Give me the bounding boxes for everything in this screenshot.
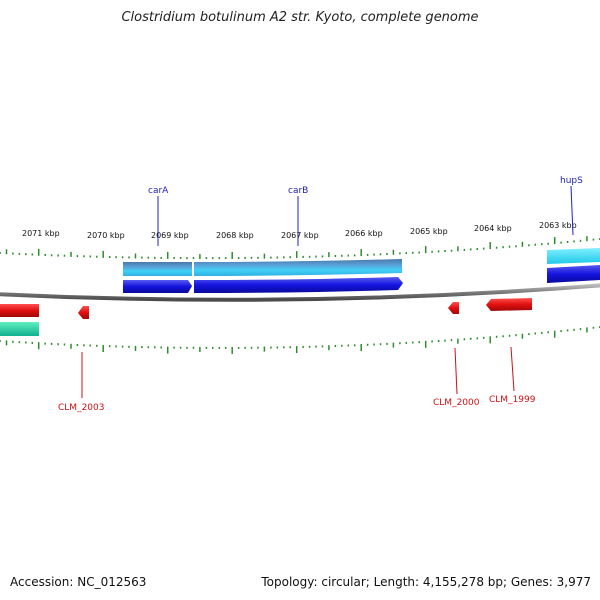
gene-feature-reverse bbox=[0, 304, 39, 317]
gene-feature-CLM_2003 bbox=[78, 306, 89, 319]
tick-label: 2067 kbp bbox=[281, 231, 319, 240]
gene-feature-forward bbox=[547, 248, 600, 264]
genome-summary: Topology: circular; Length: 4,155,278 bp… bbox=[261, 575, 591, 589]
gene-feature-CLM_2000 bbox=[448, 302, 459, 314]
gene-feature-carA bbox=[123, 280, 192, 293]
accession-label: Accession: NC_012563 bbox=[10, 575, 147, 589]
label-leader bbox=[510, 346, 515, 392]
tick-label: 2064 kbp bbox=[474, 224, 512, 233]
genome-backbone bbox=[0, 283, 600, 302]
gene-label-hupS: hupS bbox=[560, 176, 583, 186]
gene-label-CLM_2003: CLM_2003 bbox=[58, 403, 104, 413]
gene-feature-forward bbox=[123, 262, 192, 276]
upper-tick-track bbox=[0, 236, 600, 260]
gene-feature-CLM_1999 bbox=[486, 298, 532, 311]
gene-feature-reverse bbox=[0, 322, 39, 336]
label-leader bbox=[570, 185, 574, 236]
label-leader bbox=[454, 347, 458, 395]
tick-label: 2066 kbp bbox=[345, 229, 383, 238]
tick-label: 2068 kbp bbox=[216, 231, 254, 240]
tick-label: 2065 kbp bbox=[410, 227, 448, 236]
gene-label-carB: carB bbox=[288, 186, 308, 196]
tick-label: 2071 kbp bbox=[22, 229, 60, 238]
gene-feature-carB bbox=[194, 277, 403, 293]
lower-tick-track bbox=[0, 326, 600, 354]
gene-label-CLM_1999: CLM_1999 bbox=[489, 395, 536, 405]
gene-feature-forward bbox=[194, 259, 402, 276]
map-title: Clostridium botulinum A2 str. Kyoto, com… bbox=[121, 10, 479, 25]
gene-feature-hupS bbox=[547, 265, 600, 283]
tick-label: 2063 kbp bbox=[539, 221, 577, 230]
gene-label-CLM_2000: CLM_2000 bbox=[433, 398, 480, 408]
tick-label: 2069 kbp bbox=[151, 231, 189, 240]
tick-label: 2070 kbp bbox=[87, 231, 125, 240]
gene-label-carA: carA bbox=[148, 186, 169, 196]
